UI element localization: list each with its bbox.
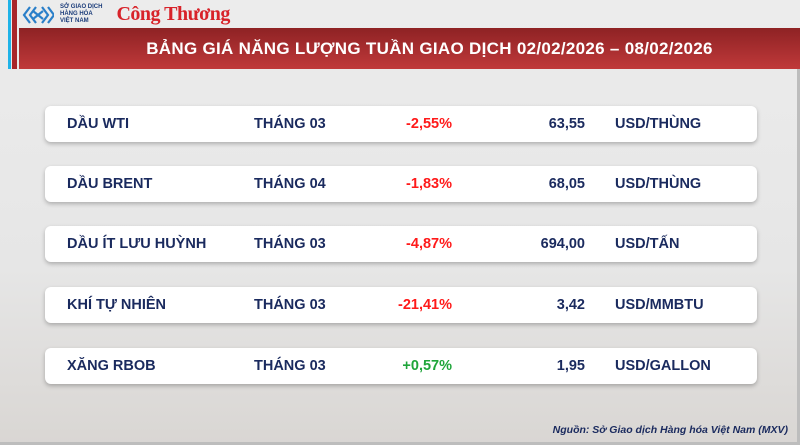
page-title: BẢNG GIÁ NĂNG LƯỢNG TUẦN GIAO DỊCH 02/02… bbox=[146, 38, 713, 58]
contract-month: THÁNG 03 bbox=[254, 297, 326, 313]
price-change: -1,83% bbox=[406, 176, 452, 192]
mxv-logo-line: VIỆT NAM bbox=[60, 18, 89, 24]
price-value: 1,95 bbox=[556, 358, 585, 374]
price-change: +0,57% bbox=[402, 358, 452, 374]
price-unit: USD/THÙNG bbox=[615, 176, 702, 192]
contract-month: THÁNG 04 bbox=[254, 176, 326, 192]
price-unit: USD/THÙNG bbox=[615, 116, 702, 132]
price-value: 68,05 bbox=[548, 176, 585, 192]
contract-month: THÁNG 03 bbox=[254, 236, 326, 252]
mxv-logo-line: SỞ GIAO DỊCH bbox=[60, 4, 103, 10]
congthuong-logo: Công Thương bbox=[116, 3, 230, 25]
price-change: -2,55% bbox=[406, 116, 452, 132]
title-bar: BẢNG GIÁ NĂNG LƯỢNG TUẦN GIAO DỊCH 02/02… bbox=[19, 28, 800, 69]
contract-month: THÁNG 03 bbox=[254, 358, 326, 374]
mxv-logo-icon bbox=[22, 5, 54, 24]
mxv-logo-line: HÀNG HÓA bbox=[60, 11, 93, 17]
commodity-name: DẦU WTI bbox=[67, 116, 130, 132]
accent-strip-red bbox=[12, 0, 17, 69]
table-row: DẦU WTI THÁNG 03 -2,55% 63,55 USD/THÙNG bbox=[45, 106, 757, 142]
price-value: 694,00 bbox=[540, 236, 585, 252]
price-unit: USD/GALLON bbox=[615, 358, 711, 374]
table-row: DẦU ÍT LƯU HUỲNH THÁNG 03 -4,87% 694,00 USD/… bbox=[45, 226, 757, 262]
table-row: DẦU BRENT THÁNG 04 -1,83% 68,05 USD/THÙNG bbox=[45, 166, 757, 202]
price-unit: USD/MMBTU bbox=[615, 297, 704, 313]
frame-border-bottom bbox=[0, 442, 800, 445]
frame-border-right bbox=[797, 69, 800, 445]
mxv-logo-text: SỞ GIAO DỊCH HÀNG HÓA VIỆT NAM bbox=[60, 4, 102, 25]
header-logos: SỞ GIAO DỊCH HÀNG HÓA VIỆT NAM Công Thươ… bbox=[22, 3, 230, 26]
commodity-name: KHÍ TỰ NHIÊN bbox=[67, 297, 167, 313]
commodity-name: DẦU ÍT LƯU HUỲNH bbox=[67, 236, 207, 252]
table-row: KHÍ TỰ NHIÊN THÁNG 03 -21,41% 3,42 USD/MMBTU bbox=[45, 287, 757, 323]
commodity-name: DẦU BRENT bbox=[67, 176, 153, 192]
price-change: -4,87% bbox=[406, 236, 452, 252]
contract-month: THÁNG 03 bbox=[254, 116, 326, 132]
price-unit: USD/TẤN bbox=[615, 236, 680, 252]
accent-strip-blue bbox=[8, 0, 11, 69]
table-row: XĂNG RBOB THÁNG 03 +0,57% 1,95 USD/GALLON bbox=[45, 348, 757, 384]
price-value: 3,42 bbox=[556, 297, 585, 313]
source-note: Nguồn: Sở Giao dịch Hàng hóa Việt Nam (M… bbox=[552, 424, 788, 436]
commodity-name: XĂNG RBOB bbox=[67, 358, 156, 374]
price-value: 63,55 bbox=[548, 116, 585, 132]
price-change: -21,41% bbox=[397, 297, 452, 313]
